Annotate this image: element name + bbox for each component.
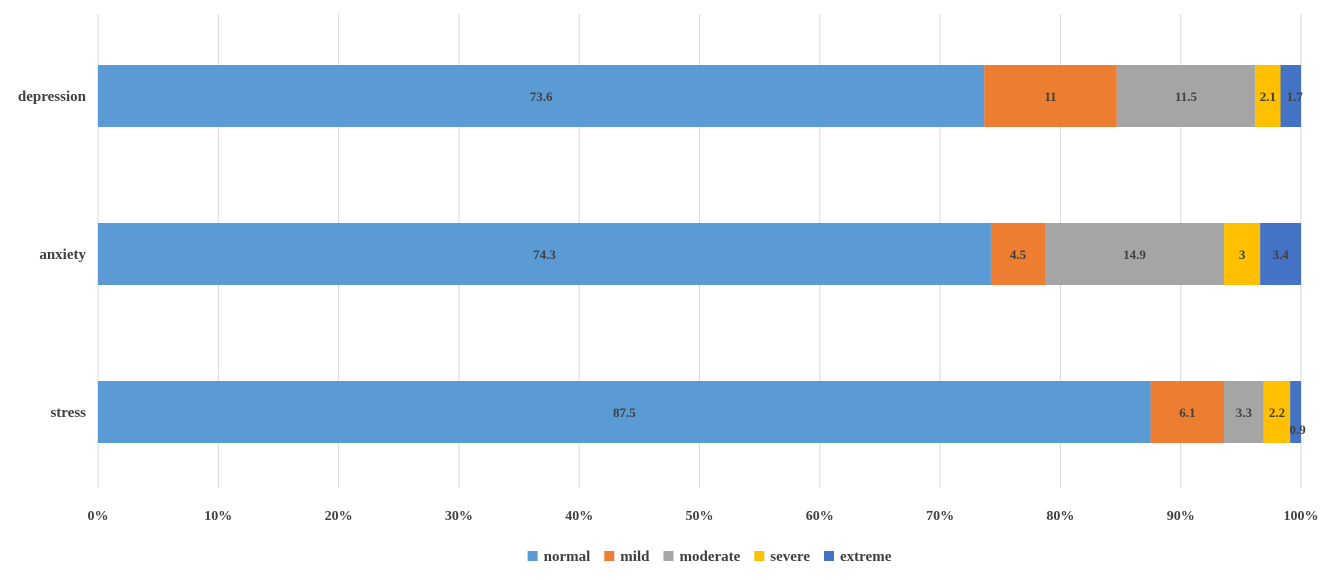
category-label: stress — [50, 405, 86, 421]
legend-item-moderate: moderate — [663, 549, 741, 565]
bar-segment-mild — [990, 223, 1046, 285]
x-tick-label: 100% — [1284, 509, 1319, 524]
x-tick-label: 70% — [926, 509, 954, 524]
data-label: 14.9 — [1123, 247, 1146, 262]
category-label: anxiety — [39, 247, 86, 263]
bar-segment-mild — [1150, 381, 1225, 443]
legend-label: normal — [544, 549, 591, 565]
data-label: 11.5 — [1175, 89, 1198, 104]
bar-segment-normal — [98, 381, 1151, 443]
legend-label: extreme — [840, 549, 892, 565]
x-tick-label: 0% — [88, 509, 109, 524]
category-label: depression — [18, 89, 87, 105]
x-tick-label: 90% — [1167, 509, 1195, 524]
data-label: 1.7 — [1287, 89, 1304, 104]
legend: normal mild moderate severe extreme — [527, 549, 892, 565]
data-label: 11 — [1044, 89, 1056, 104]
data-label: 73.6 — [530, 89, 553, 104]
x-tick-label: 50% — [686, 509, 714, 524]
legend-item-extreme: extreme — [824, 549, 892, 565]
legend-item-normal: normal — [527, 549, 591, 565]
legend-label: severe — [770, 549, 810, 565]
data-label: 2.1 — [1260, 89, 1276, 104]
bar-segment-extreme — [1290, 381, 1301, 443]
legend-swatch — [824, 551, 835, 561]
x-tick-label: 10% — [204, 509, 232, 524]
category-axis: depression anxiety stress — [18, 89, 87, 421]
bar-segment-severe — [1263, 381, 1291, 443]
data-label: 87.5 — [613, 405, 636, 420]
value-axis: 0% 10% 20% 30% 40% 50% 60% 70% 80% 90% 100% — [88, 509, 1319, 524]
legend-item-mild: mild — [604, 549, 650, 565]
bar-segment-normal — [98, 223, 991, 285]
x-tick-label: 30% — [445, 509, 473, 524]
x-tick-label: 80% — [1046, 509, 1074, 524]
x-tick-label: 20% — [325, 509, 353, 524]
bar-segment-severe — [1255, 65, 1281, 127]
data-label: 3.3 — [1236, 405, 1253, 420]
bar-segment-severe — [1224, 223, 1261, 285]
bars: 73.6 11 11.5 2.1 1.7 74.3 4.5 14.9 3 3.4 87.5 6.1 3.… — [98, 65, 1306, 443]
data-label: 3 — [1239, 247, 1246, 262]
data-label: 4.5 — [1010, 247, 1027, 262]
bar-segment-extreme — [1280, 65, 1301, 127]
legend-swatch — [527, 551, 538, 561]
data-label: 74.3 — [533, 247, 556, 262]
legend-swatch — [604, 551, 615, 561]
data-label: 2.2 — [1269, 405, 1285, 420]
bar-segment-mild — [984, 65, 1117, 127]
bar-segment-moderate — [1116, 65, 1256, 127]
x-tick-label: 40% — [565, 509, 593, 524]
bar-segment-moderate — [1045, 223, 1225, 285]
legend-swatch — [663, 551, 674, 561]
x-tick-label: 60% — [806, 509, 834, 524]
data-label: 0.9 — [1289, 422, 1306, 437]
data-label: 6.1 — [1179, 405, 1195, 420]
legend-label: mild — [620, 549, 650, 565]
legend-label: moderate — [679, 549, 740, 565]
bar-segment-moderate — [1224, 381, 1264, 443]
bar-segment-extreme — [1260, 223, 1301, 285]
data-label: 3.4 — [1272, 247, 1289, 262]
legend-swatch — [754, 551, 765, 561]
bar-segment-normal — [98, 65, 985, 127]
legend-item-severe: severe — [754, 549, 810, 565]
